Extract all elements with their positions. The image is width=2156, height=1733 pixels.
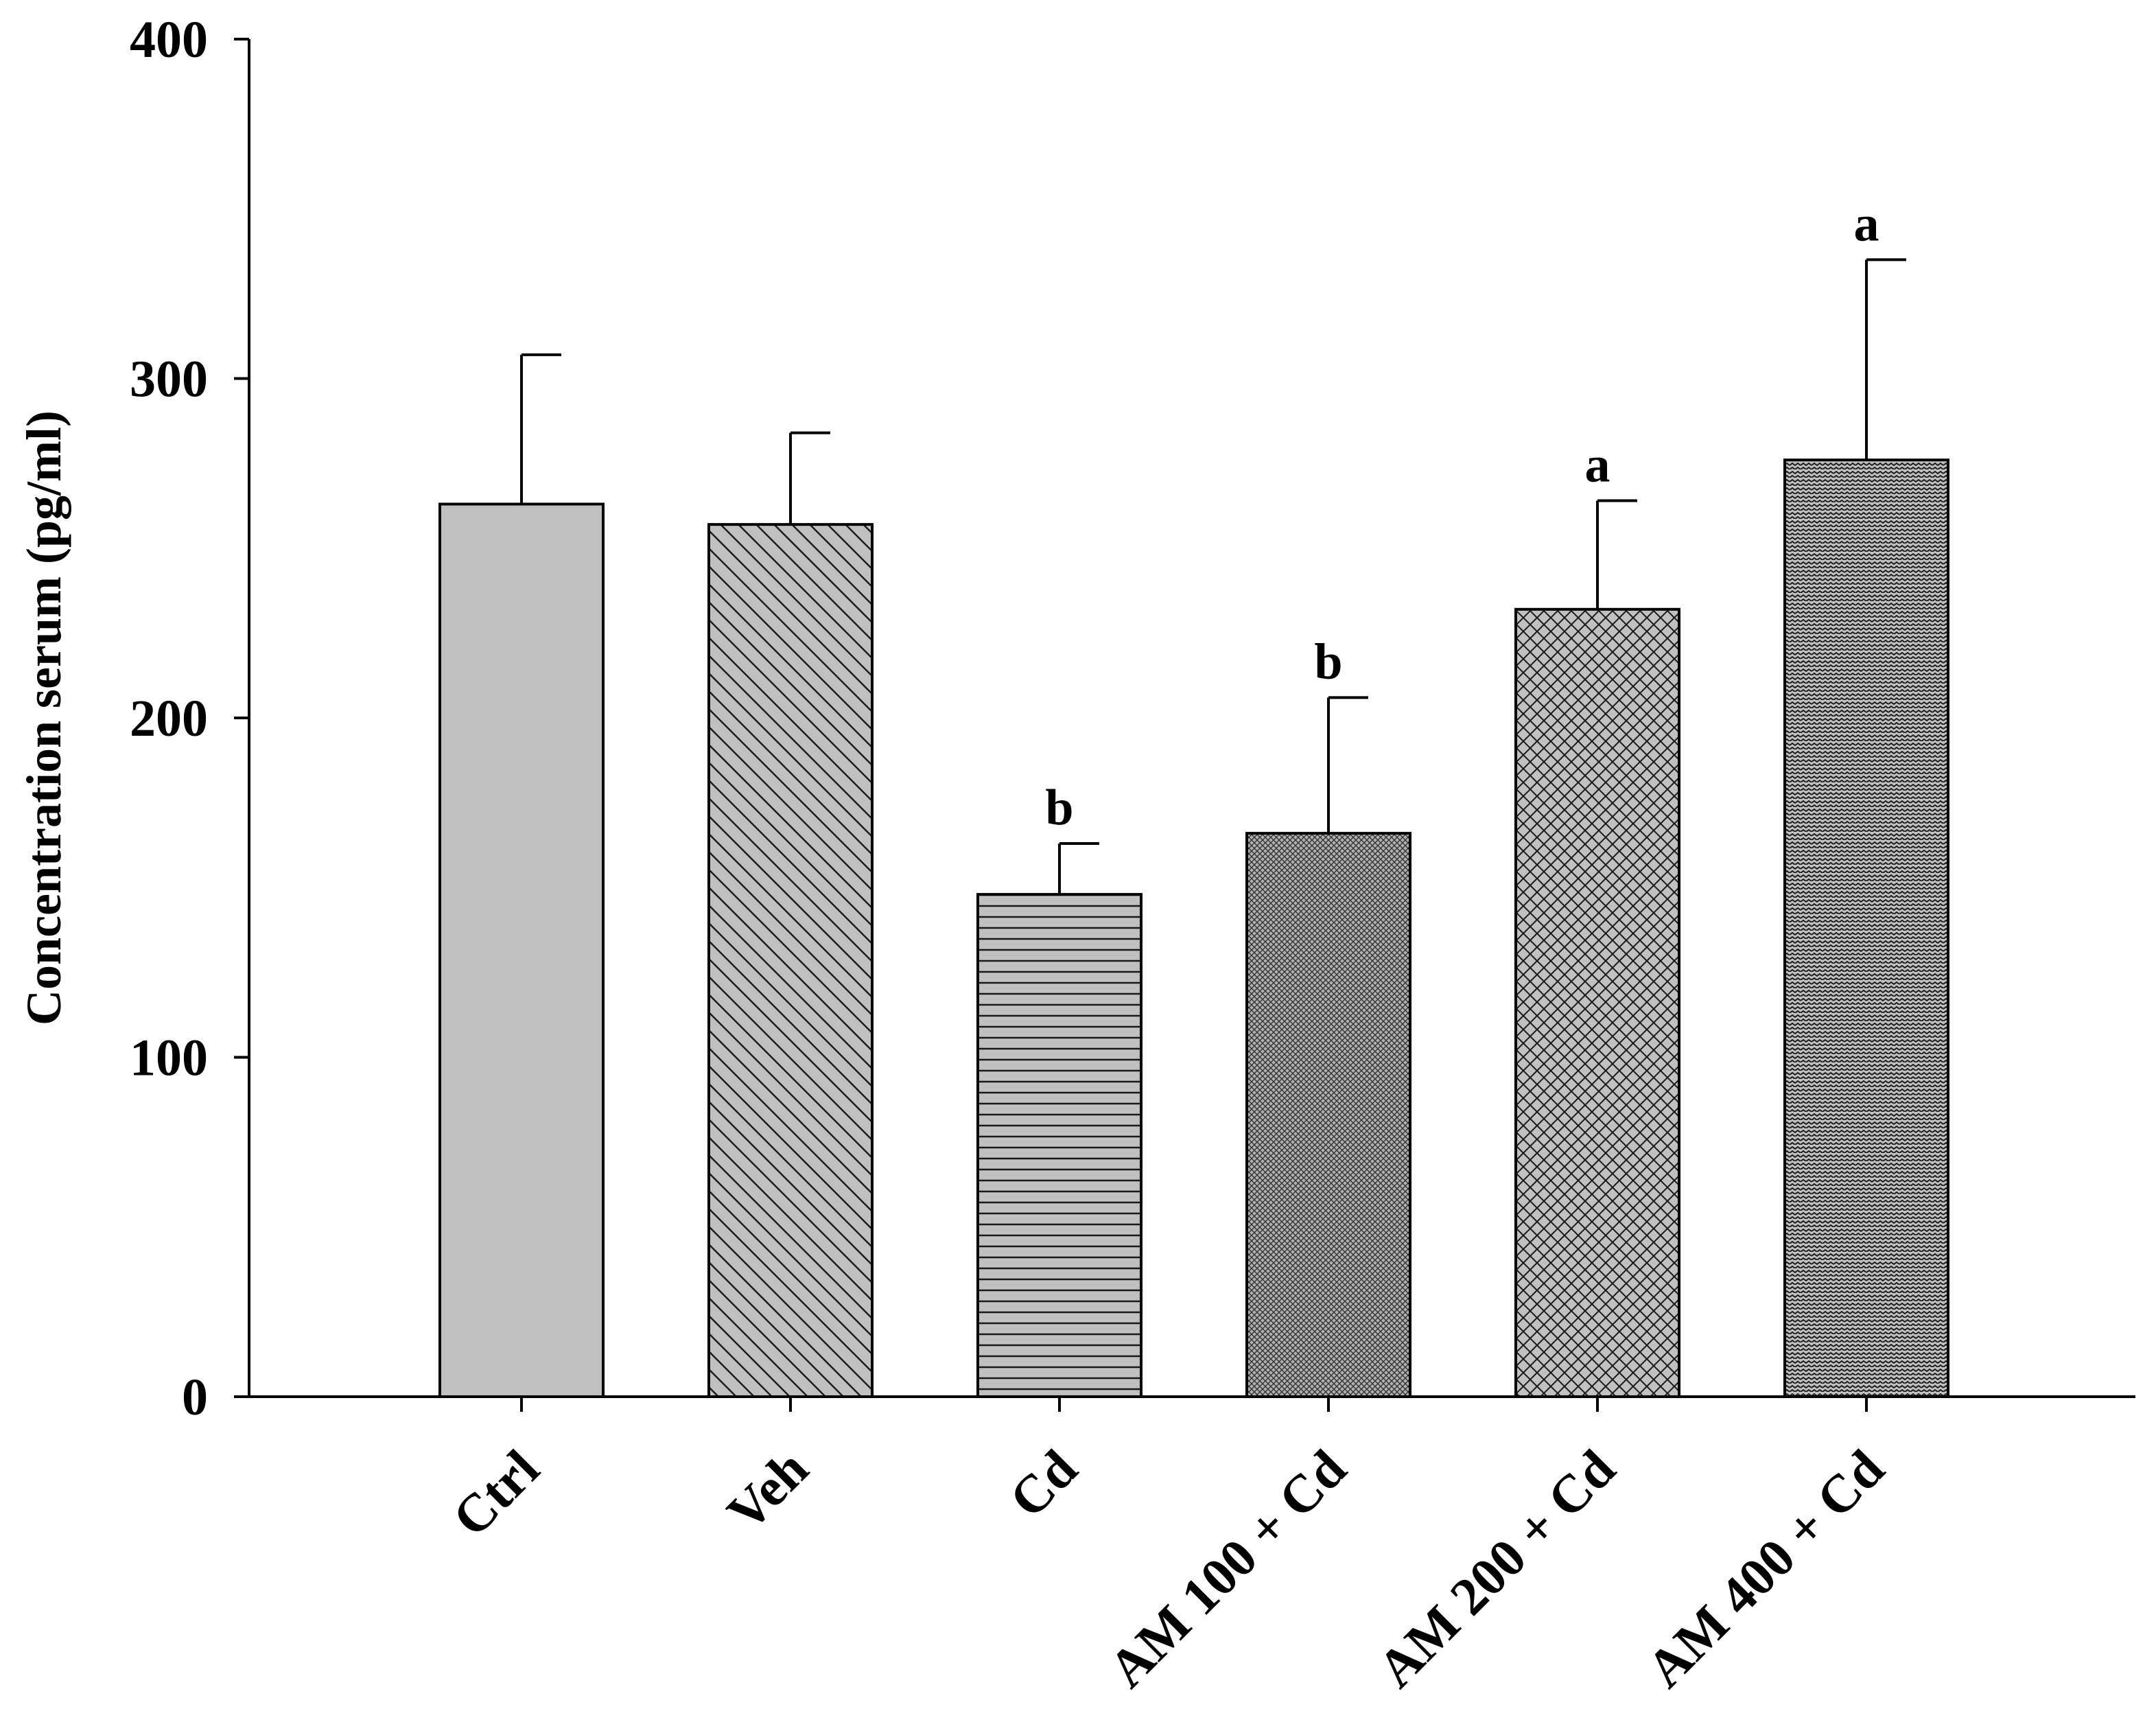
significance-label: b bbox=[1314, 633, 1342, 690]
y-tick-label: 100 bbox=[130, 1030, 208, 1087]
y-tick-label: 300 bbox=[130, 351, 208, 408]
bar bbox=[976, 893, 1143, 1398]
y-tick-label: 400 bbox=[130, 11, 208, 69]
bar bbox=[1514, 607, 1680, 1398]
x-tick-label: AM 100 + Cd bbox=[1097, 1439, 1357, 1699]
x-tick-label: AM 200 + Cd bbox=[1366, 1439, 1626, 1699]
y-ticks: 0 100 200 300 400 bbox=[130, 11, 249, 1426]
significance-label: a bbox=[1854, 196, 1879, 252]
x-tick-label: Veh bbox=[716, 1439, 819, 1542]
x-tick-label: Cd bbox=[998, 1439, 1088, 1529]
significance-label: a bbox=[1585, 437, 1610, 493]
bar bbox=[1245, 832, 1411, 1398]
significance-label: b bbox=[1045, 780, 1073, 836]
significance-labels: b b a a bbox=[1045, 196, 1879, 836]
y-tick-label: 200 bbox=[130, 690, 208, 747]
y-tick-label: 0 bbox=[182, 1369, 208, 1426]
x-tick-label: AM 400 + Cd bbox=[1635, 1439, 1895, 1699]
bars bbox=[438, 458, 1949, 1399]
x-ticks: Ctrl Veh Cd AM 100 + Cd AM 200 + Cd AM 400 + … bbox=[441, 1397, 1895, 1699]
bar bbox=[707, 523, 874, 1398]
y-axis-label: Concentration serum (pg/ml) bbox=[16, 410, 71, 1025]
bar bbox=[438, 502, 605, 1399]
bar bbox=[1783, 458, 1949, 1398]
error-bars bbox=[520, 258, 1906, 895]
x-tick-label: Ctrl bbox=[441, 1439, 550, 1548]
